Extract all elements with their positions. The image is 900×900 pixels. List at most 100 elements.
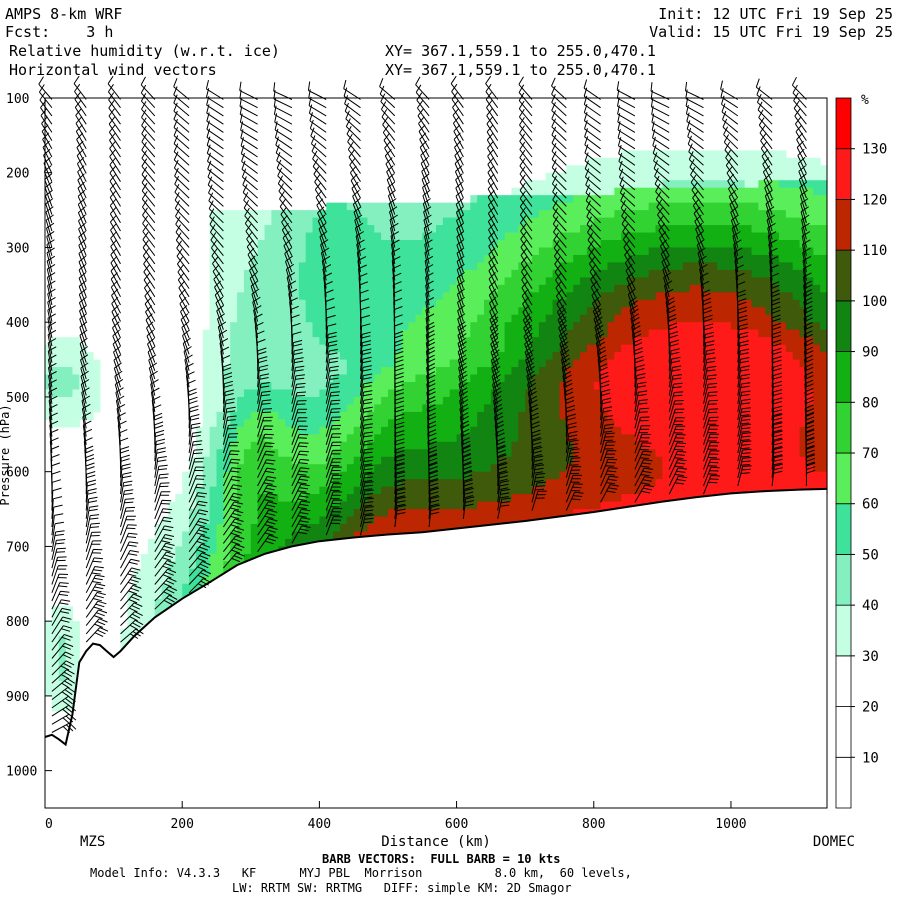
rh-cell (806, 284, 814, 293)
rh-cell (490, 516, 499, 525)
rh-cell (250, 232, 259, 241)
rh-cell (264, 359, 272, 368)
rh-cell (223, 322, 231, 331)
rh-cell (360, 277, 368, 286)
rh-cell (552, 382, 561, 391)
rh-cell (621, 396, 629, 406)
rh-cell (93, 367, 101, 376)
rh-cell (216, 553, 224, 562)
rh-cell (573, 449, 581, 458)
rh-cell (189, 531, 197, 540)
wind-barb (80, 362, 89, 388)
rh-cell (477, 404, 485, 413)
rh-cell (470, 374, 478, 383)
wind-barb (146, 321, 156, 347)
rh-cell (772, 284, 780, 293)
rh-cell (799, 419, 808, 428)
rh-cell (230, 247, 238, 256)
rh-cell (538, 299, 547, 308)
rh-cell (339, 389, 348, 398)
rh-cell (504, 269, 513, 278)
rh-cell (724, 322, 732, 331)
rh-cell (182, 553, 190, 562)
rh-cell (353, 486, 362, 495)
rh-cell (689, 292, 698, 301)
rh-cell (374, 262, 382, 271)
wind-barb (85, 514, 100, 536)
rh-cell (525, 262, 533, 271)
rh-cell (367, 210, 375, 219)
rh-cell (600, 277, 609, 286)
rh-cell (442, 374, 451, 383)
rh-cell (387, 516, 396, 525)
rh-cell (333, 344, 341, 353)
rh-cell (600, 195, 609, 204)
rh-cell (559, 434, 567, 443)
rh-cell (655, 419, 663, 428)
rh-cell (195, 516, 204, 525)
rh-cell (580, 165, 588, 174)
rh-cell (607, 165, 615, 174)
rh-cell (710, 284, 718, 293)
rh-cell (573, 284, 581, 293)
wind-barb (51, 513, 64, 536)
wind-barb (257, 467, 276, 487)
rh-cell (401, 396, 410, 406)
wind-barb (150, 387, 160, 412)
rh-cell (442, 456, 451, 465)
rh-cell (305, 322, 314, 331)
rh-cell (278, 538, 286, 548)
rh-cell (621, 441, 629, 450)
rh-cell (573, 322, 581, 331)
rh-cell (278, 396, 286, 406)
rh-cell (634, 240, 643, 249)
wind-barb (76, 140, 87, 166)
rh-cell (65, 367, 74, 376)
rh-cell (792, 299, 801, 308)
rh-cell (230, 449, 238, 458)
rh-cell (607, 396, 615, 406)
rh-cell (662, 254, 670, 264)
rh-cell (415, 509, 423, 518)
rh-cell (730, 382, 739, 391)
rh-cell (442, 449, 451, 458)
rh-cell (545, 367, 554, 376)
rh-cell (243, 411, 252, 420)
rh-cell (497, 359, 506, 368)
rh-cell (305, 337, 314, 346)
rh-cell (243, 210, 252, 219)
rh-cell (243, 396, 252, 406)
rh-cell (339, 322, 348, 331)
rh-cell (545, 240, 554, 249)
rh-cell (744, 322, 753, 331)
rh-cell (326, 524, 334, 533)
rh-cell (333, 501, 341, 510)
rh-cell (216, 367, 224, 376)
rh-cell (778, 322, 787, 331)
rh-cell (415, 471, 423, 480)
rh-cell (573, 426, 581, 435)
rh-cell (333, 254, 341, 264)
wind-barb (242, 184, 258, 207)
rh-cell (51, 344, 60, 353)
rh-cell (264, 284, 272, 293)
rh-cell (470, 426, 478, 435)
rh-cell (586, 419, 595, 428)
wind-barb (51, 669, 75, 684)
rh-cell (285, 434, 293, 443)
rh-cell (216, 382, 224, 391)
rh-cell (545, 262, 554, 271)
wind-barb (120, 541, 139, 561)
rh-cell (470, 284, 478, 293)
rh-cell (669, 157, 677, 166)
rh-cell (538, 344, 547, 353)
wind-barb (279, 191, 293, 215)
rh-cell (751, 441, 759, 450)
rh-cell (387, 307, 396, 316)
rh-cell (792, 314, 801, 323)
rh-cell (772, 314, 780, 323)
rh-cell (230, 374, 238, 383)
rh-cell (710, 329, 718, 338)
rh-cell (271, 479, 279, 488)
rh-cell (580, 187, 588, 196)
